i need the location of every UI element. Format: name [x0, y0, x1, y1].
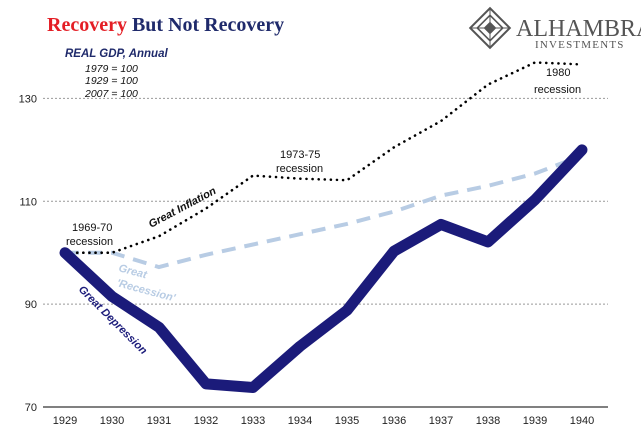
- logo-subtitle: INVESTMENTS: [535, 39, 625, 51]
- x-tick-label: 1935: [335, 415, 359, 427]
- legend-block: REAL GDP, Annual 1979 = 100 1929 = 100 2…: [65, 48, 168, 100]
- x-tick-label: 1930: [100, 415, 124, 427]
- y-tick-label: 90: [25, 299, 37, 311]
- alhambra-logo: ALHAMBRA INVESTMENTS: [468, 6, 641, 51]
- annotation-1969-year: 1969-70: [72, 222, 112, 234]
- logo-name: ALHAMBRA: [516, 16, 641, 42]
- legend-heading: REAL GDP, Annual: [65, 48, 168, 60]
- x-tick-label: 1938: [476, 415, 500, 427]
- y-tick-label: 110: [19, 196, 37, 208]
- chart-title: Recovery But Not Recovery: [47, 14, 284, 36]
- x-tick-label: 1933: [241, 415, 265, 427]
- x-tick-label: 1929: [53, 415, 77, 427]
- annotation-1969-recession: recession: [66, 236, 113, 248]
- x-tick-label: 1931: [147, 415, 171, 427]
- y-tick-label: 70: [25, 402, 37, 414]
- x-tick-label: 1934: [288, 415, 312, 427]
- x-tick-label: 1940: [570, 415, 594, 427]
- series-group: [59, 61, 588, 393]
- series-line-great-recession: [65, 153, 583, 270]
- series-line-great-inflation: [63, 61, 584, 255]
- legend-line-3: 2007 = 100: [84, 88, 138, 100]
- annotation-1980-year: 1980: [546, 67, 570, 79]
- annotation-1973-year: 1973-75: [280, 149, 320, 161]
- x-tick-label: 1932: [194, 415, 218, 427]
- y-tick-label: 130: [19, 93, 37, 105]
- title-recovery: Recovery: [47, 14, 127, 36]
- x-axis-ticks: 1929 1930 1931 1932 1933 1934 1935 1936 1937 1938…: [53, 415, 594, 427]
- series-line-great-depression: [59, 144, 588, 393]
- x-tick-label: 1936: [382, 415, 406, 427]
- annotation-1973-recession: recession: [276, 163, 323, 175]
- x-tick-label: 1939: [523, 415, 547, 427]
- legend-line-1: 1979 = 100: [85, 63, 138, 75]
- y-axis-ticks: 70 90 110 130: [19, 93, 37, 414]
- legend-line-2: 1929 = 100: [85, 75, 138, 87]
- annotation-1980-recession: recession: [534, 84, 581, 96]
- title-rest: But Not Recovery: [127, 14, 284, 36]
- diamond-logo-icon: [468, 6, 512, 50]
- x-tick-label: 1937: [429, 415, 453, 427]
